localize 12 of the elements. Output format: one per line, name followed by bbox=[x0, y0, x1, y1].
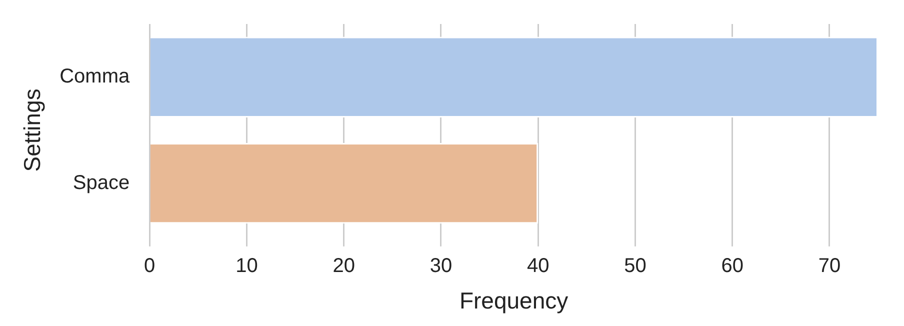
x-tick-label: 0 bbox=[144, 254, 156, 277]
x-tick-label: 20 bbox=[332, 254, 355, 277]
y-axis-title: Settings bbox=[19, 88, 46, 172]
x-tick-label: 60 bbox=[721, 254, 744, 277]
y-tick-label: Comma bbox=[60, 66, 130, 88]
x-tick-label: 10 bbox=[236, 254, 258, 277]
x-axis-title: Frequency bbox=[459, 288, 569, 314]
x-tick-label: 30 bbox=[430, 254, 452, 277]
y-tick-label: Space bbox=[72, 172, 130, 194]
x-tick-label: 50 bbox=[624, 254, 646, 277]
x-tick-label: 40 bbox=[526, 254, 550, 277]
x-tick-label: 70 bbox=[818, 254, 841, 277]
